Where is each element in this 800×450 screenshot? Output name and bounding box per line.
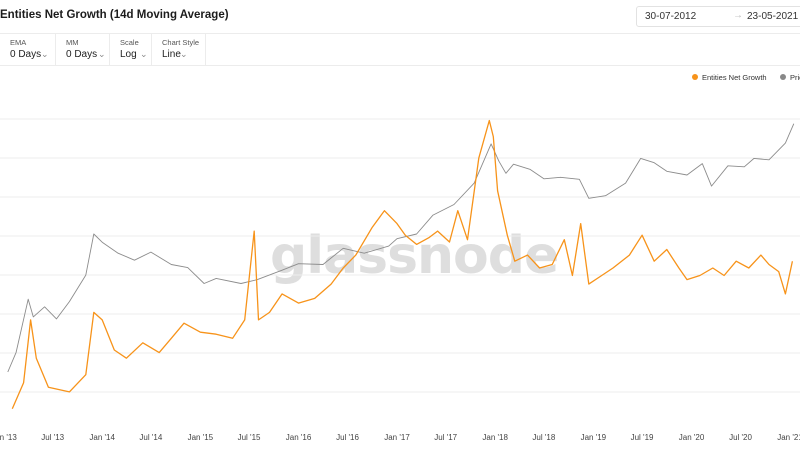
chart-title: Entities Net Growth (14d Moving Average)	[0, 9, 229, 21]
x-tick-label: Jul '17	[434, 433, 457, 442]
legend-dot-icon	[692, 74, 698, 81]
legend-dot-icon	[780, 74, 786, 81]
x-tick-label: Jul '18	[532, 433, 555, 442]
price-series-line	[7, 123, 795, 373]
scale-value: Log	[120, 49, 137, 60]
mm-label: MM	[66, 38, 79, 47]
x-tick-label: Jan '16	[286, 433, 312, 442]
mm-dropdown[interactable]: MM 0 Days ⌄	[56, 34, 110, 65]
x-tick-label: Jul '14	[139, 433, 162, 442]
chart-style-label: Chart Style	[162, 38, 200, 47]
x-tick-label: Jul '19	[631, 433, 654, 442]
scale-dropdown[interactable]: Scale Log ⌄	[110, 34, 152, 65]
x-tick-label: Jul '20	[729, 433, 752, 442]
chevron-down-icon: ⌄	[98, 49, 106, 59]
x-tick-label: Jan '20	[679, 433, 705, 442]
growth-series-line	[11, 119, 794, 409]
date-range-picker[interactable]: 30-07-2012 → 23-05-2021	[636, 6, 800, 27]
scale-label: Scale	[120, 38, 139, 47]
x-tick-label: Jan '19	[581, 433, 607, 442]
date-to[interactable]: 23-05-2021	[747, 11, 799, 22]
chevron-down-icon: ⌄	[41, 49, 49, 59]
x-tick-label: Jul '13	[41, 433, 64, 442]
x-tick-label: Jan '21	[777, 433, 800, 442]
arrow-right-icon: →	[733, 10, 743, 21]
ema-value: 0 Days	[10, 49, 42, 60]
x-tick-label: Jul '15	[238, 433, 261, 442]
date-from[interactable]: 30-07-2012	[645, 11, 697, 22]
x-tick-label: Jul '16	[336, 433, 359, 442]
x-tick-label: Jan '15	[188, 433, 214, 442]
legend-label: Entities Net Growth	[702, 73, 767, 82]
chart-style-dropdown[interactable]: Chart Style Line ⌄	[152, 34, 206, 65]
x-tick-label: Jan '17	[384, 433, 410, 442]
ema-label: EMA	[10, 38, 27, 47]
legend-item-price[interactable]: Pric	[780, 73, 800, 82]
mm-value: 0 Days	[66, 49, 98, 60]
chart-controls-bar: EMA 0 Days ⌄ MM 0 Days ⌄ Scale Log ⌄ Cha…	[0, 33, 800, 66]
chart-style-value: Line	[162, 49, 181, 60]
ema-dropdown[interactable]: EMA 0 Days ⌄	[0, 34, 56, 65]
legend-item-growth[interactable]: Entities Net Growth	[692, 73, 767, 82]
x-tick-label: Jan '13	[0, 433, 17, 442]
x-tick-label: Jan '18	[482, 433, 508, 442]
chevron-down-icon: ⌄	[180, 49, 188, 59]
legend-label: Pric	[790, 73, 800, 82]
x-tick-label: Jan '14	[89, 433, 115, 442]
chevron-down-icon: ⌄	[140, 49, 148, 59]
